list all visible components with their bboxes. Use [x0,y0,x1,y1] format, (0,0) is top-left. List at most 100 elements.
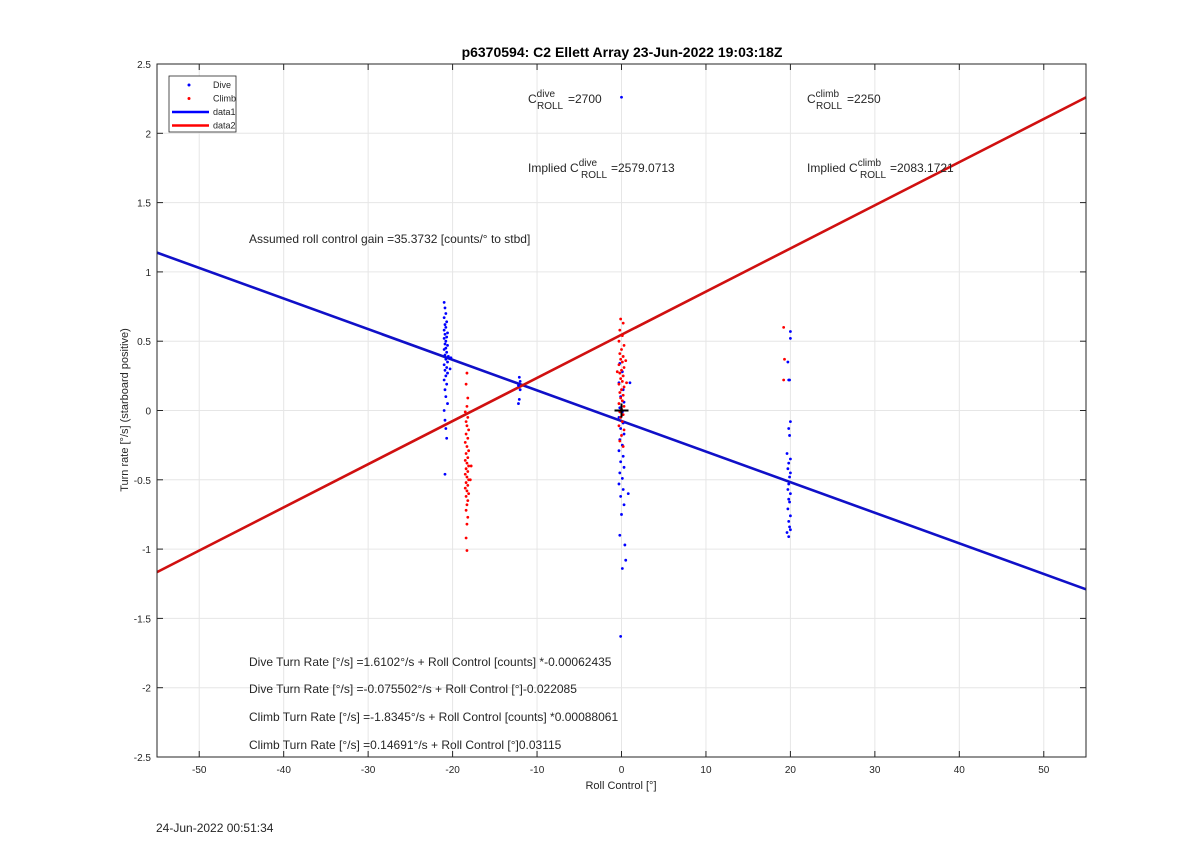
roll-gain-note: Assumed roll control gain =35.3732 [coun… [249,232,530,246]
dive-point [443,342,447,346]
footer-timestamp: 24-Jun-2022 00:51:34 [156,821,274,835]
climb-point [465,461,469,465]
dive-point [789,337,792,340]
dive-point [621,454,625,458]
y-tick-label: 0 [145,407,151,418]
dive-equation-counts: Dive Turn Rate [°/s] =1.6102°/s + Roll C… [249,655,612,669]
climb-point [620,379,624,383]
dive-point [444,395,448,399]
climb-point [465,475,469,479]
legend-marker-dive [187,83,191,87]
dive-point [789,471,792,475]
dive-point [443,368,447,372]
dive-point [788,500,791,504]
climb-point [464,420,468,423]
climb-point [467,464,471,468]
dive-point [446,402,449,405]
dive-point [443,306,447,310]
dive-point [443,332,447,336]
dive-point [620,477,624,480]
climb-point [465,549,469,552]
dive-point [787,497,791,501]
climb-point [463,458,467,462]
dive-point [788,475,791,479]
dive-point [442,316,446,320]
dive-point [785,531,789,534]
dive-point [444,339,448,343]
legend-label: Dive [213,80,231,90]
climb-point [622,428,626,432]
dive-equation-degrees: Dive Turn Rate [°/s] =-0.075502°/s + Rol… [249,682,577,696]
chart-title: p6370594: C2 Ellett Array 23-Jun-2022 19… [462,44,783,60]
plot-border [156,63,1087,758]
dive-point [623,543,627,547]
dive-point [444,325,448,329]
climb-point [621,355,625,358]
climb-point [620,434,623,437]
legend-label: data1 [213,107,236,117]
y-tick-label: -1.5 [134,614,152,625]
climb-point [464,495,468,498]
c-dive-sub: ROLL [537,101,564,112]
climb-point [466,499,470,502]
dive-point [626,492,630,496]
climb-point [464,481,468,484]
dive-point [620,513,623,516]
climb-point [620,348,623,351]
climb-point [469,464,473,468]
climb-point [621,445,625,448]
climb-point [617,424,621,428]
dive-point [621,488,625,491]
x-tick-label: 0 [619,765,625,776]
dive-point [618,533,622,537]
climb-point [622,404,626,408]
c-dive-value: =2700 [568,92,602,106]
climb-point [466,515,470,519]
y-tick-label: -1 [142,545,151,556]
dive-point [443,418,447,422]
climb-point [467,428,471,432]
c-climb-base: C [807,92,816,106]
c-climb-value: =2250 [847,92,881,106]
dive-point [445,335,449,339]
dive-point [443,353,447,357]
climb-point [466,436,470,440]
dive-point [786,360,790,364]
dive-point [445,366,449,369]
y-axis-label: Turn rate [°/s] (starboard positive) [119,328,131,492]
climb-point [621,393,625,397]
dive-point [622,465,626,469]
dive-point [444,374,448,378]
climb-point [622,385,626,389]
dive-point [518,379,522,383]
implied-dive-sub: ROLL [581,170,608,181]
c-climb-sub: ROLL [816,101,843,112]
climb-point [617,382,621,386]
climb-point [783,357,786,361]
climb-point [625,381,628,385]
dive-point [442,378,446,382]
dive-point [445,436,449,440]
climb-point [464,382,468,386]
dive-point [446,343,449,347]
dive-point [442,328,446,332]
climb-point [464,432,468,436]
climb-point [466,470,470,473]
dive-point [446,360,449,364]
dive-point [619,460,623,464]
dive-point [445,382,449,386]
climb-point [782,325,786,329]
climb-point [619,377,623,381]
dive-point [442,363,446,367]
climb-point [463,440,467,444]
y-tick-label: -0.5 [134,476,152,487]
climb-point [465,404,469,408]
climb-point [465,503,469,507]
climb-point [465,489,469,493]
dive-point [443,388,447,392]
legend-marker-climb [187,97,191,100]
implied-climb-sup: climb [858,158,882,169]
x-tick-label: -20 [445,765,460,776]
dive-point [448,367,452,371]
